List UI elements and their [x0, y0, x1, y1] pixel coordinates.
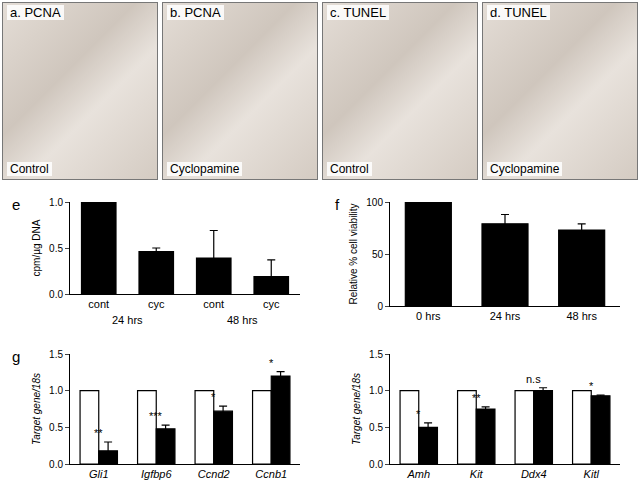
- svg-text:Target gene/18s: Target gene/18s: [351, 373, 362, 445]
- svg-text:n.s: n.s: [526, 373, 541, 385]
- svg-text:**: **: [472, 392, 481, 404]
- svg-text:Target gene/18s: Target gene/18s: [31, 373, 42, 445]
- svg-text:0.0: 0.0: [49, 459, 63, 470]
- html-text:Cyclopamine: Cyclopamine: [170, 162, 240, 176]
- svg-text:*: *: [211, 391, 216, 403]
- svg-text:Amh: Amh: [406, 468, 430, 480]
- svg-text:Ccnb1: Ccnb1: [255, 468, 287, 480]
- svg-text:Ccnd2: Ccnd2: [198, 468, 230, 480]
- svg-text:Ddx4: Ddx4: [521, 468, 547, 480]
- svg-text:24 hrs: 24 hrs: [490, 310, 521, 322]
- svg-text:1.0: 1.0: [369, 385, 383, 396]
- svg-text:g: g: [12, 348, 20, 365]
- svg-text:cont: cont: [203, 298, 224, 310]
- svg-text:24 hrs: 24 hrs: [112, 314, 143, 326]
- svg-text:1.5: 1.5: [49, 349, 63, 360]
- html-text:Control: Control: [330, 162, 369, 176]
- svg-text:cont: cont: [88, 298, 109, 310]
- html-text:Cyclopamine: Cyclopamine: [490, 162, 560, 176]
- svg-text:0.0: 0.0: [369, 459, 383, 470]
- svg-text:1.5: 1.5: [369, 349, 383, 360]
- svg-text:cyc: cyc: [263, 298, 280, 310]
- svg-text:***: ***: [149, 410, 163, 422]
- html-text:d. TUNEL: d. TUNEL: [490, 5, 547, 20]
- svg-text:48 hrs: 48 hrs: [227, 314, 258, 326]
- svg-text:0 hrs: 0 hrs: [416, 310, 441, 322]
- svg-text:Gli1: Gli1: [89, 468, 109, 480]
- svg-text:Igfbp6: Igfbp6: [141, 468, 172, 480]
- svg-text:48 hrs: 48 hrs: [566, 310, 597, 322]
- svg-text:1.0: 1.0: [49, 385, 63, 396]
- svg-text:Relative % cell viability: Relative % cell viability: [348, 203, 359, 304]
- svg-text:cyc: cyc: [148, 298, 165, 310]
- svg-text:0.5: 0.5: [49, 243, 63, 254]
- svg-text:Kitl: Kitl: [584, 468, 600, 480]
- svg-text:**: **: [94, 427, 103, 439]
- svg-text:*: *: [589, 380, 594, 392]
- html-text:a. PCNA: a. PCNA: [10, 5, 61, 20]
- html-text:c. TUNEL: c. TUNEL: [330, 5, 387, 20]
- svg-text:50: 50: [372, 249, 384, 260]
- svg-text:f: f: [335, 196, 340, 213]
- svg-text:*: *: [269, 357, 274, 369]
- svg-text:*: *: [416, 408, 421, 420]
- svg-text:100: 100: [366, 197, 383, 208]
- svg-text:e: e: [12, 196, 20, 213]
- svg-text:Kit: Kit: [470, 468, 484, 480]
- svg-text:0.0: 0.0: [49, 289, 63, 300]
- html-text:Control: Control: [10, 162, 49, 176]
- html-text:b. PCNA: b. PCNA: [170, 5, 221, 20]
- svg-text:0.5: 0.5: [49, 422, 63, 433]
- svg-text:0.5: 0.5: [369, 422, 383, 433]
- svg-text:cpm/µg DNA: cpm/µg DNA: [31, 219, 42, 276]
- svg-text:1.0: 1.0: [49, 197, 63, 208]
- svg-text:0: 0: [377, 301, 383, 312]
